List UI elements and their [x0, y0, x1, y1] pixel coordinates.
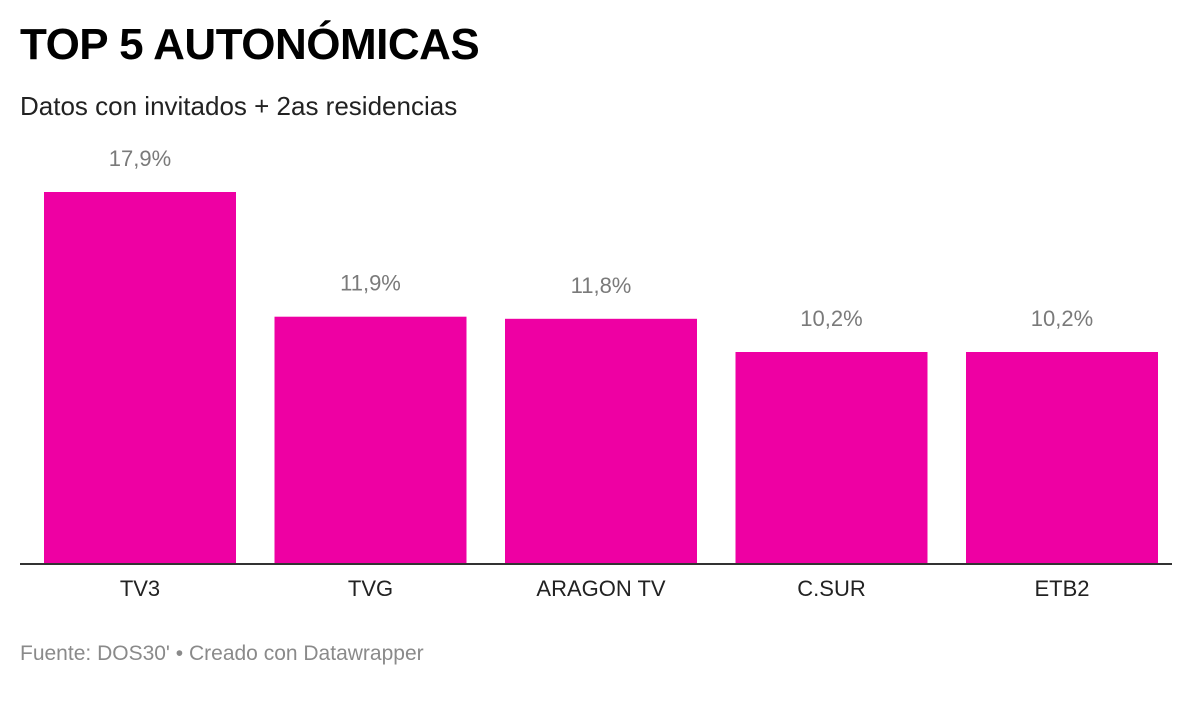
bar-tv3	[44, 192, 236, 564]
bar-tvg	[274, 316, 467, 564]
chart-subtitle: Datos con invitados + 2as residencias	[20, 91, 458, 121]
category-label: C.SUR	[797, 576, 865, 601]
category-label: ETB2	[1034, 576, 1089, 601]
credit-link[interactable]: Creado con Datawrapper	[188, 642, 424, 665]
category-label: TVG	[348, 576, 393, 601]
bar-chart: 17,9% TV3 11,9% TVG 11,8% ARAGON TV 10,2% C.SUR…	[20, 146, 1172, 601]
value-label: 10,2%	[800, 306, 862, 331]
bar-etb2	[966, 352, 1158, 564]
chart-title: TOP 5 AUTONÓMICAS	[20, 20, 480, 69]
value-label: 11,9%	[340, 271, 401, 296]
value-label: 11,8%	[571, 273, 632, 298]
chart-footer: Fuente: DOS30' • Creado con Datawrapper	[20, 640, 424, 668]
bar-c-sur	[735, 352, 928, 564]
category-label: TV3	[120, 576, 160, 601]
value-label: 10,2%	[1031, 306, 1093, 331]
bar-aragon-tv	[505, 318, 697, 564]
bars-group: 17,9% TV3 11,9% TVG 11,8% ARAGON TV 10,2% C.SUR…	[44, 146, 1158, 601]
category-label: ARAGON TV	[536, 576, 666, 601]
footer-separator: •	[175, 642, 184, 665]
source-label: Fuente:	[20, 642, 92, 665]
source-name: DOS30'	[97, 642, 170, 665]
value-label: 17,9%	[109, 146, 171, 171]
